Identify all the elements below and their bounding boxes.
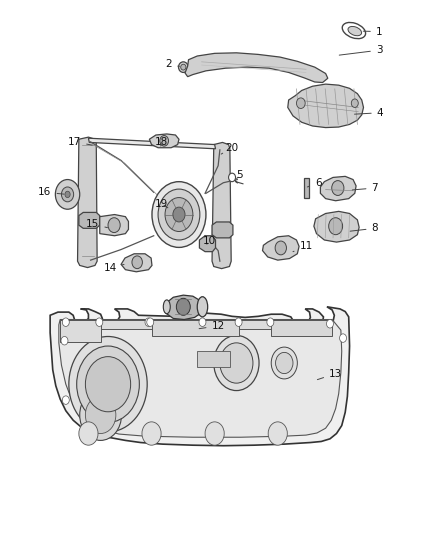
Text: 18: 18 xyxy=(155,137,168,147)
Circle shape xyxy=(69,336,147,432)
Circle shape xyxy=(268,422,287,445)
Circle shape xyxy=(276,352,293,374)
Circle shape xyxy=(132,256,142,269)
Polygon shape xyxy=(88,138,215,149)
Circle shape xyxy=(80,390,121,440)
Circle shape xyxy=(147,318,154,326)
Circle shape xyxy=(205,422,224,445)
Polygon shape xyxy=(79,213,100,228)
Polygon shape xyxy=(212,142,231,269)
Polygon shape xyxy=(185,53,328,83)
Polygon shape xyxy=(314,212,359,242)
Polygon shape xyxy=(152,319,239,336)
Circle shape xyxy=(275,241,286,255)
Circle shape xyxy=(173,207,185,222)
Circle shape xyxy=(165,198,193,231)
Circle shape xyxy=(229,173,236,182)
Text: 20: 20 xyxy=(221,143,239,154)
Circle shape xyxy=(332,181,344,196)
Polygon shape xyxy=(288,84,364,127)
Circle shape xyxy=(142,422,161,445)
Circle shape xyxy=(328,217,343,235)
Polygon shape xyxy=(271,319,332,336)
Ellipse shape xyxy=(342,22,366,39)
Circle shape xyxy=(62,318,69,326)
Polygon shape xyxy=(262,236,299,260)
Polygon shape xyxy=(164,295,202,319)
Circle shape xyxy=(79,422,98,445)
Circle shape xyxy=(61,336,68,345)
Text: 8: 8 xyxy=(350,223,378,233)
Polygon shape xyxy=(60,319,102,342)
Circle shape xyxy=(65,191,70,198)
Polygon shape xyxy=(100,215,128,236)
Polygon shape xyxy=(50,307,350,446)
Text: 6: 6 xyxy=(307,177,321,188)
Circle shape xyxy=(85,397,116,433)
Text: 5: 5 xyxy=(237,171,243,180)
Circle shape xyxy=(62,396,69,405)
Polygon shape xyxy=(78,137,97,268)
Text: 17: 17 xyxy=(68,137,92,147)
Circle shape xyxy=(214,335,259,391)
Polygon shape xyxy=(304,179,309,198)
Circle shape xyxy=(271,347,297,379)
Text: 19: 19 xyxy=(155,199,168,209)
Circle shape xyxy=(96,318,103,326)
Ellipse shape xyxy=(181,64,186,70)
Text: 13: 13 xyxy=(318,369,342,379)
Text: 3: 3 xyxy=(339,45,382,55)
Text: 1: 1 xyxy=(363,27,382,37)
Circle shape xyxy=(61,187,74,202)
Circle shape xyxy=(267,318,274,326)
Circle shape xyxy=(297,98,305,109)
Polygon shape xyxy=(149,134,179,148)
Polygon shape xyxy=(60,319,332,329)
Polygon shape xyxy=(321,176,356,201)
Text: 11: 11 xyxy=(293,241,313,252)
Circle shape xyxy=(160,135,169,146)
Text: 2: 2 xyxy=(166,59,179,69)
Circle shape xyxy=(199,318,206,326)
Circle shape xyxy=(152,182,206,247)
Polygon shape xyxy=(212,222,233,238)
Polygon shape xyxy=(59,319,342,437)
Text: 16: 16 xyxy=(38,187,64,197)
Text: 10: 10 xyxy=(203,236,216,246)
Ellipse shape xyxy=(348,27,362,36)
Circle shape xyxy=(177,298,190,316)
Circle shape xyxy=(235,318,242,326)
Circle shape xyxy=(77,346,139,422)
Circle shape xyxy=(339,334,346,342)
Text: 15: 15 xyxy=(86,219,107,229)
Text: 14: 14 xyxy=(103,263,124,272)
Text: 4: 4 xyxy=(354,108,383,118)
Circle shape xyxy=(220,343,253,383)
Text: 7: 7 xyxy=(352,183,378,193)
Polygon shape xyxy=(197,351,230,367)
Circle shape xyxy=(158,189,200,240)
Circle shape xyxy=(326,319,333,328)
Ellipse shape xyxy=(179,62,188,72)
Ellipse shape xyxy=(197,297,208,317)
Text: 12: 12 xyxy=(199,321,225,331)
Ellipse shape xyxy=(163,300,170,314)
Circle shape xyxy=(85,357,131,412)
Circle shape xyxy=(55,180,80,209)
Circle shape xyxy=(145,318,152,326)
Polygon shape xyxy=(199,236,215,252)
Circle shape xyxy=(351,99,358,108)
Polygon shape xyxy=(121,254,152,272)
Circle shape xyxy=(108,217,120,232)
